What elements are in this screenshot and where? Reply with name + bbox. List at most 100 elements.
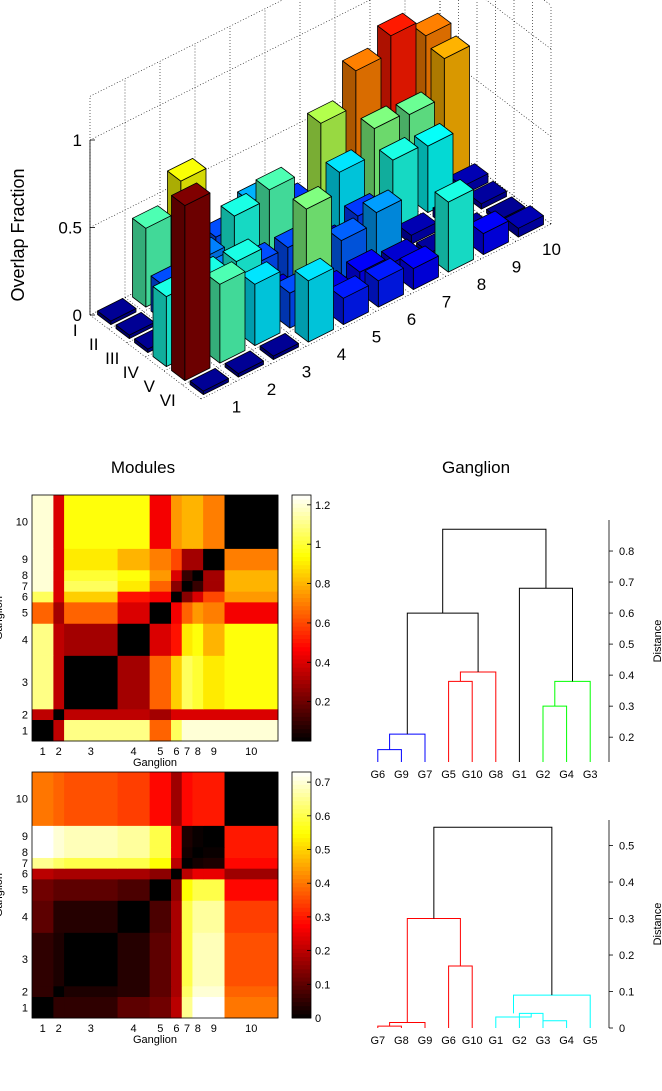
colorbar-segment: [292, 948, 311, 953]
z-tick-label: 0.5: [58, 219, 82, 238]
bar-face-top: [307, 100, 347, 124]
distance-tick-label: 0.2: [619, 950, 634, 962]
heatmap-cell: [171, 655, 183, 710]
heatmap-cell: [203, 601, 225, 624]
dendrogram-link: [406, 918, 461, 1023]
heatmap-cell: [64, 580, 118, 592]
heatmap-cell: [149, 569, 172, 581]
colorbar-tick-label: 0.5: [315, 845, 330, 857]
heatmap-cell: [181, 878, 193, 901]
y-tick-label: 9: [22, 554, 28, 566]
y-axis-label: Ganglion: [0, 873, 5, 917]
colorbar-segment: [292, 585, 311, 590]
dendrogram-link: [442, 528, 547, 614]
distance-axis-label: Distance: [652, 620, 662, 663]
heatmap-cell: [181, 868, 193, 880]
colorbar-segment: [292, 911, 311, 916]
leaf-label: G9: [394, 769, 409, 781]
heatmap-cell: [171, 772, 183, 826]
colorbar-tick-label: 0.1: [315, 979, 330, 991]
bar-face-front: [447, 189, 474, 273]
bar-face-top: [171, 182, 211, 207]
dendrogram-2: 0 0.1 0.2 0.3 0.4 0.5 Distance G7 G8 G9 G6 G10 G1 G2 G…: [370, 820, 662, 1047]
module-tick-label: III: [105, 349, 119, 368]
heatmap-cell: [64, 996, 118, 1019]
distance-tick-label: 0.5: [619, 841, 634, 853]
colorbar-frame: [291, 494, 312, 742]
heatmap-cell: [192, 846, 204, 858]
ganglion-tick-label: 8: [477, 275, 486, 294]
colorbar-segment: [292, 804, 311, 810]
heatmap-cell: [192, 932, 204, 987]
colorbar-segment: [292, 858, 311, 863]
dendrogram-link: [513, 994, 591, 1028]
colorbar-segment: [292, 572, 311, 578]
colorbar-segment: [292, 964, 311, 970]
colorbar-segment: [292, 931, 311, 937]
heatmap-cell: [53, 825, 65, 848]
colorbar-segment: [292, 895, 311, 900]
x-tick-label: 2: [56, 746, 62, 758]
y-tick-label: 6: [22, 869, 28, 881]
colorbar-segment: [292, 981, 311, 986]
colorbar-segment: [292, 800, 311, 806]
heatmap-frame: [31, 771, 279, 1019]
heatmap-cell: [117, 655, 151, 710]
heatmap-cell: [64, 548, 118, 571]
colorbar-segment: [292, 536, 311, 541]
z-tick-label: 0: [73, 306, 82, 325]
heatmap-cell: [224, 878, 279, 901]
bar-face-top: [132, 205, 172, 229]
colorbar-segment: [292, 552, 311, 557]
x-tick-label: 10: [245, 1023, 257, 1035]
colorbar-segment: [292, 597, 311, 603]
colorbar-segment: [292, 796, 311, 802]
heatmap-cell: [192, 708, 204, 721]
heatmap-cell: [117, 985, 151, 998]
heatmap-cell: [32, 569, 54, 581]
heatmap-cell: [117, 868, 151, 880]
heatmap-cell: [32, 601, 54, 624]
heatmap-cell: [117, 878, 151, 901]
colorbar-segment: [292, 564, 311, 570]
heatmap-cell: [32, 580, 54, 592]
colorbar-segment: [292, 968, 311, 974]
heatmap-cell: [53, 580, 65, 592]
colorbar-segment: [292, 577, 311, 582]
bar-V-2: [206, 261, 246, 364]
heatmap-cell: [117, 601, 151, 624]
colorbar-segment: [292, 1013, 311, 1019]
heatmap-cell: [149, 580, 172, 592]
colorbar-segment: [292, 866, 311, 871]
colorbar-segment: [292, 829, 311, 834]
y-tick-label: 10: [16, 794, 28, 806]
colorbar-segment: [292, 997, 311, 1003]
x-tick-label: 5: [157, 746, 163, 758]
dendrogram-link: [542, 705, 568, 762]
bar-face-side: [132, 217, 147, 308]
heatmap-cell: [203, 708, 225, 721]
colorbar-segment: [292, 523, 311, 529]
bar-VI-3: [259, 332, 299, 361]
y-tick-label: 5: [22, 885, 28, 897]
x-tick-label: 8: [195, 746, 201, 758]
colorbar-segment: [292, 609, 311, 615]
colorbar-segment: [292, 1005, 311, 1011]
heatmap-cell: [53, 932, 65, 987]
heatmap-cell: [224, 772, 279, 826]
colorbar-segment: [292, 854, 311, 859]
ganglion-tick-label: 2: [267, 380, 276, 399]
heatmap-cell: [203, 569, 225, 581]
heatmap-cell: [171, 719, 183, 742]
heatmap-cell: [32, 985, 54, 998]
heatmap-cell: [171, 857, 183, 869]
y-tick-label: 1: [22, 725, 28, 737]
colorbar-segment: [292, 691, 311, 697]
bar-face-top: [399, 245, 439, 270]
heatmap-cell: [192, 655, 204, 710]
distance-tick-label: 0.3: [619, 914, 634, 926]
heatmap-cell: [171, 868, 183, 880]
colorbar-segment: [292, 849, 311, 855]
bar-face-top: [327, 217, 367, 242]
heatmap-cell: [64, 932, 118, 987]
